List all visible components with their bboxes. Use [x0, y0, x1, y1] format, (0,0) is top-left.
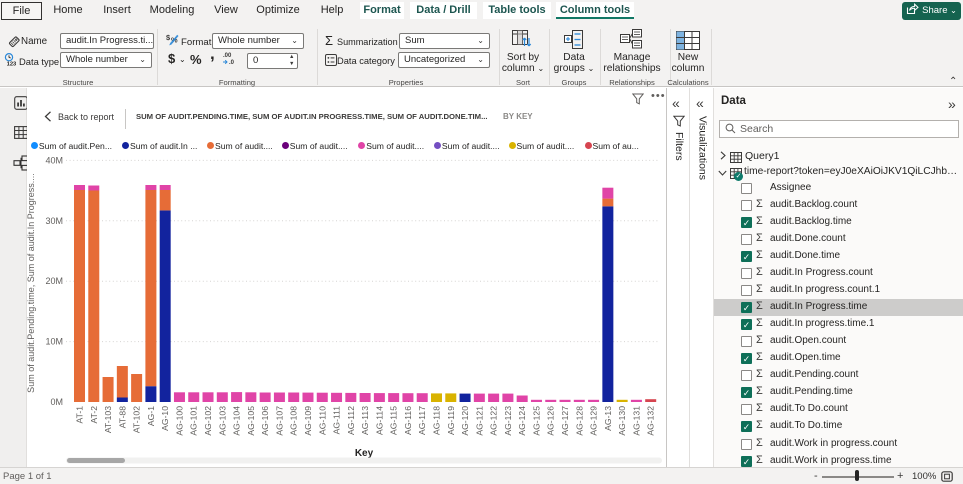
svg-text:40M: 40M [45, 155, 63, 165]
svg-text:AG-110: AG-110 [317, 406, 327, 435]
svg-text:AG-122: AG-122 [489, 406, 499, 436]
svg-text:AG-116: AG-116 [403, 406, 413, 435]
svg-text:$: $ [166, 33, 170, 42]
svg-text:AT-2: AT-2 [89, 406, 99, 424]
svg-text:AG-101: AG-101 [189, 406, 199, 436]
svg-text:0M: 0M [50, 397, 63, 407]
svg-text:AG-132: AG-132 [646, 406, 656, 436]
svg-text:Key: Key [355, 448, 374, 459]
svg-text:AG-107: AG-107 [274, 406, 284, 436]
svg-text:30M: 30M [45, 216, 63, 226]
svg-text:10M: 10M [45, 337, 63, 347]
svg-text:Sum of audit.Pending.time, Sum: Sum of audit.Pending.time, Sum of audit.… [27, 173, 36, 393]
svg-text:AG-127: AG-127 [560, 406, 570, 436]
svg-text:AT-103: AT-103 [103, 406, 113, 433]
svg-text:AG-123: AG-123 [503, 406, 513, 436]
svg-text:AG-111: AG-111 [332, 406, 342, 435]
svg-text:AG-13: AG-13 [603, 406, 613, 431]
svg-text:AG-100: AG-100 [174, 406, 184, 436]
svg-text:AG-115: AG-115 [389, 406, 399, 435]
svg-text:AG-126: AG-126 [546, 406, 556, 436]
svg-text:AG-102: AG-102 [203, 406, 213, 436]
svg-text:AG-113: AG-113 [360, 406, 370, 435]
svg-text:AT-102: AT-102 [132, 406, 142, 433]
svg-text:AG-105: AG-105 [246, 406, 256, 436]
svg-text:AG-130: AG-130 [617, 406, 627, 436]
svg-text:123: 123 [7, 62, 17, 66]
svg-text:AG-103: AG-103 [217, 406, 227, 436]
svg-text:20M: 20M [45, 276, 63, 286]
svg-text:AT-88: AT-88 [117, 406, 127, 429]
svg-text:AG-109: AG-109 [303, 406, 313, 436]
svg-text:.00: .00 [223, 53, 232, 59]
svg-text:AT-1: AT-1 [75, 406, 85, 424]
svg-text:AG-112: AG-112 [346, 406, 356, 435]
svg-text:AG-120: AG-120 [460, 406, 470, 436]
svg-text:.0: .0 [229, 60, 235, 65]
svg-text:AG-108: AG-108 [289, 406, 299, 436]
svg-text:AG-129: AG-129 [589, 406, 599, 436]
svg-text:AG-10: AG-10 [160, 406, 170, 431]
svg-text:AG-117: AG-117 [417, 406, 427, 435]
svg-text:AG-124: AG-124 [517, 406, 527, 436]
svg-text:AG-121: AG-121 [474, 406, 484, 436]
svg-text:AG-128: AG-128 [574, 406, 584, 436]
svg-text:AG-131: AG-131 [631, 406, 641, 436]
svg-text:AG-106: AG-106 [260, 406, 270, 436]
svg-text:AG-114: AG-114 [374, 406, 384, 435]
svg-text:AG-1: AG-1 [146, 406, 156, 426]
svg-text:AG-104: AG-104 [232, 406, 242, 436]
svg-text:AG-125: AG-125 [531, 406, 541, 436]
svg-text:AG-119: AG-119 [446, 406, 456, 435]
svg-text:AG-118: AG-118 [432, 406, 442, 435]
